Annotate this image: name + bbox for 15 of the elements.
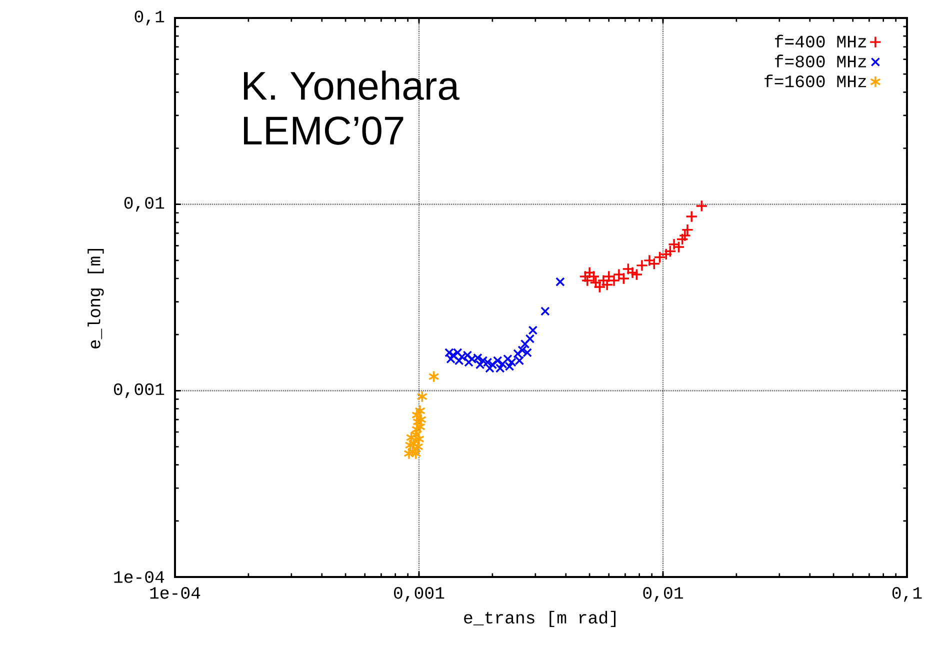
x-tick-label: 0,001 <box>394 587 444 602</box>
x-tick-label: 0,01 <box>643 587 683 602</box>
annotation: LEMC’07 <box>244 116 404 145</box>
x-tick-label: 1e-04 <box>150 587 200 599</box>
x-axis-title: e_trans [m rad] <box>464 610 616 628</box>
y-axis-title: e_long [m] <box>88 248 104 348</box>
legend-label: f=800 MHz <box>774 54 866 68</box>
y-tick-label: 1e-04 <box>114 571 164 583</box>
y-tick-label: 0,1 <box>134 10 164 26</box>
x-tick-label: 0,1 <box>892 587 922 602</box>
legend-label: f=400 MHz <box>774 34 866 48</box>
annotation: K. Yonehara <box>244 70 460 100</box>
y-tick-label: 0,01 <box>124 196 164 212</box>
legend-label: f=1600 MHz <box>764 74 866 88</box>
y-tick-label: 0,001 <box>114 383 164 398</box>
